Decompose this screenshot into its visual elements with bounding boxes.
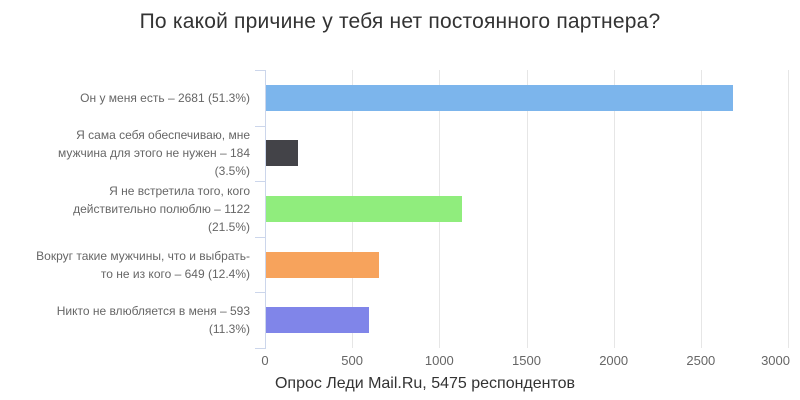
value-axis-label-2000: 2000 <box>599 353 629 368</box>
value-axis-label-1500: 1500 <box>512 353 541 368</box>
category-label-2: Я не встретила того, кого действительно … <box>73 183 250 234</box>
value-axis-label-0: 0 <box>261 353 269 368</box>
chart-caption: Опрос Леди Mail.Ru, 5475 респондентов <box>274 375 576 392</box>
value-axis-label-500: 500 <box>341 353 364 368</box>
gridline-2000 <box>613 70 615 348</box>
bar-segment-3[interactable] <box>266 251 380 278</box>
category-axis-tick <box>255 236 265 238</box>
category-label-1: Я сама себя обеспечиваю, мне мужчина для… <box>58 128 250 179</box>
category-axis-tick <box>255 181 265 183</box>
plot-area <box>265 70 789 348</box>
category-label-4: Никто не влюбляется в меня – 593 (11.3%) <box>56 304 250 337</box>
bar-segment-0[interactable] <box>266 84 734 111</box>
category-label-3: Вокруг такие мужчины, что и выбрать-то н… <box>36 248 250 281</box>
gridline-3000 <box>788 70 789 348</box>
gridline-2500 <box>700 70 702 348</box>
value-axis-label-2500: 2500 <box>686 353 716 368</box>
category-axis-tick <box>255 348 265 349</box>
bar-segment-2[interactable] <box>266 196 462 222</box>
category-label-0: Он у меня есть – 2681 (51.3%) <box>80 90 250 105</box>
bar-segment-4[interactable] <box>266 307 370 334</box>
category-axis-tick <box>255 125 265 127</box>
category-axis-tick <box>255 70 265 71</box>
category-axis-tick <box>255 292 265 294</box>
category-axis-line <box>265 70 266 349</box>
value-axis-label-3000: 3000 <box>761 353 790 368</box>
bar-segment-1[interactable] <box>266 140 299 167</box>
chart-title: По какой причине у тебя нет постоянного … <box>139 10 661 33</box>
value-axis-label-1000: 1000 <box>424 353 454 368</box>
gridline-1500 <box>526 70 528 348</box>
